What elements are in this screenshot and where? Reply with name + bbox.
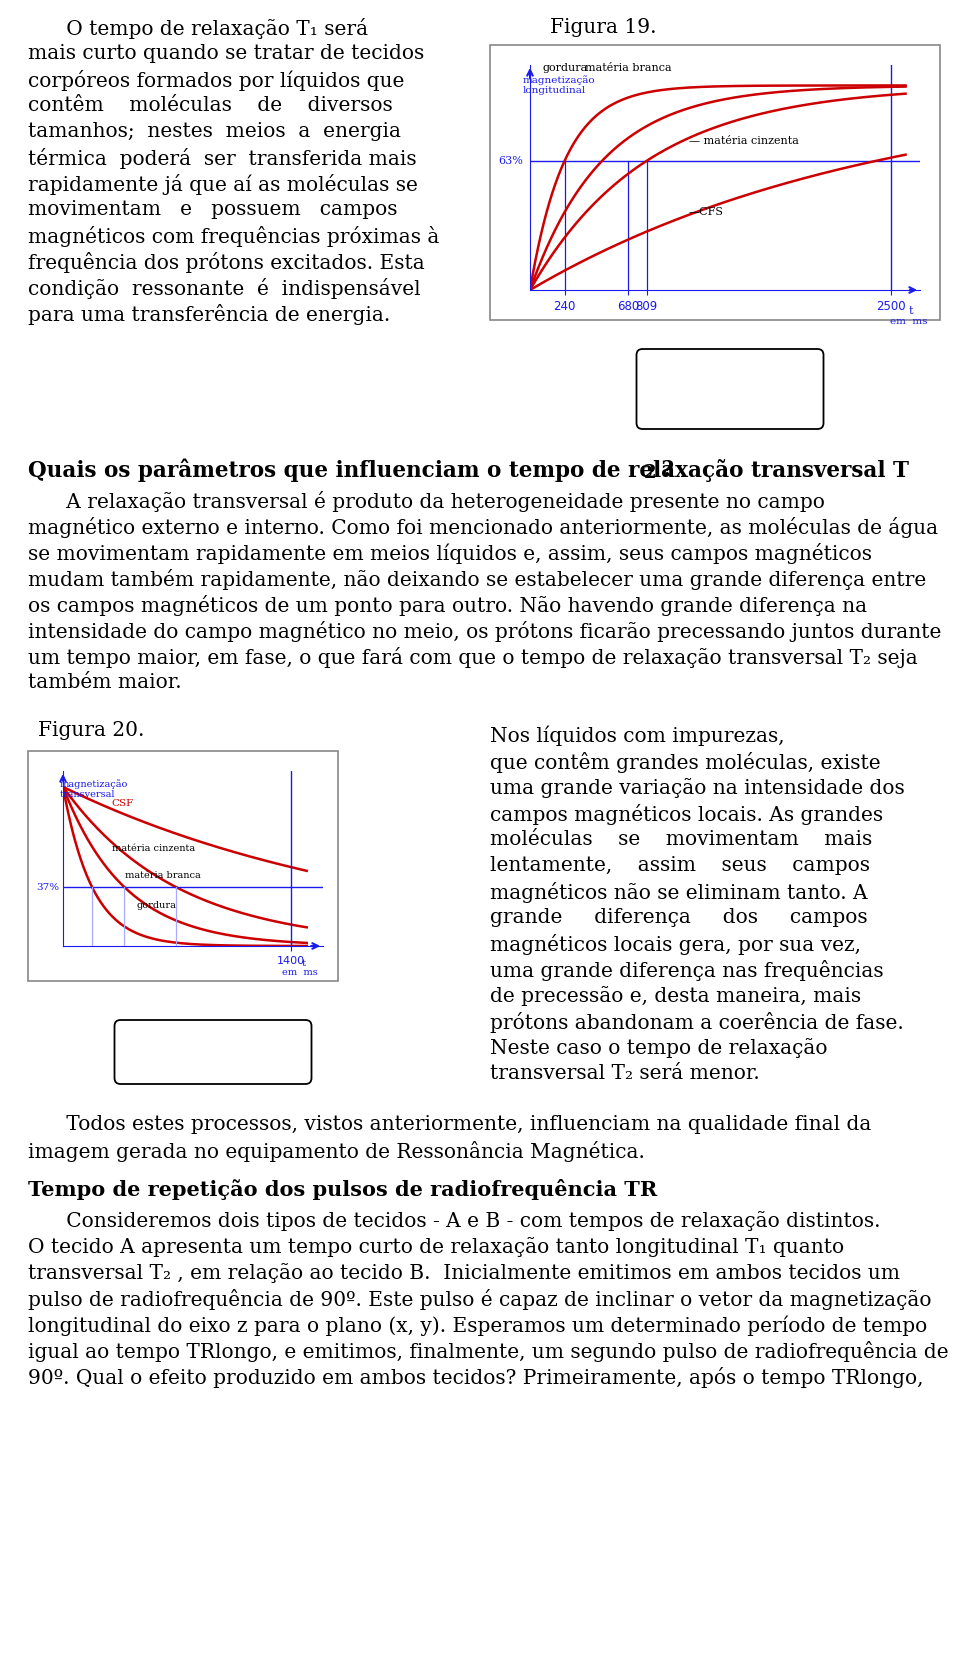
FancyBboxPatch shape [28, 751, 338, 982]
Text: matéria branca: matéria branca [125, 870, 201, 880]
FancyBboxPatch shape [114, 1020, 311, 1085]
Text: também maior.: também maior. [28, 673, 181, 693]
Text: um tempo maior, em fase, o que fará com que o tempo de relaxação transversal T₂ : um tempo maior, em fase, o que fará com … [28, 648, 918, 668]
FancyBboxPatch shape [490, 45, 940, 321]
Text: Todos estes processos, vistos anteriormente, influenciam na qualidade final da: Todos estes processos, vistos anteriorme… [28, 1115, 872, 1134]
Text: —CFS: —CFS [689, 208, 724, 218]
Text: imagem gerada no equipamento de Ressonância Magnética.: imagem gerada no equipamento de Ressonân… [28, 1141, 645, 1163]
Text: Figura 19.: Figura 19. [550, 18, 657, 37]
Text: Nos líquidos com impurezas,: Nos líquidos com impurezas, [490, 726, 784, 746]
Text: Quais os parâmetros que influenciam o tempo de relaxação transversal T: Quais os parâmetros que influenciam o te… [28, 458, 909, 482]
Text: O tempo de relaxação T₁ será: O tempo de relaxação T₁ será [28, 18, 368, 38]
Text: gordura: gordura [136, 900, 176, 910]
Text: magnetização
transversal: magnetização transversal [60, 779, 128, 799]
Text: ?: ? [654, 458, 674, 482]
Text: de precessão e, desta maneira, mais: de precessão e, desta maneira, mais [490, 987, 861, 1007]
Text: 2: 2 [644, 463, 657, 482]
Text: 37%: 37% [36, 882, 60, 892]
Text: tamanhos;  nestes  meios  a  energia: tamanhos; nestes meios a energia [28, 121, 401, 141]
Text: t: t [301, 958, 306, 968]
Text: corpóreos formados por líquidos que: corpóreos formados por líquidos que [28, 70, 404, 91]
Text: moléculas    se    movimentam    mais: moléculas se movimentam mais [490, 830, 873, 849]
Text: intensidade do campo magnético no meio, os prótons ficarão precessando juntos du: intensidade do campo magnético no meio, … [28, 621, 942, 643]
Text: Neste caso o tempo de relaxação: Neste caso o tempo de relaxação [490, 1038, 828, 1058]
FancyBboxPatch shape [636, 349, 824, 429]
Text: matéria branca: matéria branca [585, 63, 672, 73]
Text: movimentam   e   possuem   campos: movimentam e possuem campos [28, 199, 397, 219]
Text: para uma transferência de energia.: para uma transferência de energia. [28, 304, 391, 326]
Text: magnéticos não se eliminam tanto. A: magnéticos não se eliminam tanto. A [490, 882, 868, 904]
Text: térmica  poderá  ser  transferida mais: térmica poderá ser transferida mais [28, 148, 417, 169]
Text: lentamente,    assim    seus    campos: lentamente, assim seus campos [490, 855, 870, 875]
Text: O tecido A apresenta um tempo curto de relaxação tanto longitudinal T₁ quanto: O tecido A apresenta um tempo curto de r… [28, 1237, 844, 1257]
Text: Tempo de repetição dos pulsos de radiofrequência TR: Tempo de repetição dos pulsos de radiofr… [28, 1179, 658, 1199]
Text: uma grande diferença nas frequências: uma grande diferença nas frequências [490, 960, 883, 982]
Text: 63%: 63% [498, 156, 523, 166]
Text: magnéticos locais gera, por sua vez,: magnéticos locais gera, por sua vez, [490, 933, 861, 955]
Text: se movimentam rapidamente em meios líquidos e, assim, seus campos magnéticos: se movimentam rapidamente em meios líqui… [28, 543, 872, 565]
Text: T2  também é específico
para cada tecido: T2 também é específico para cada tecido [132, 1035, 295, 1063]
Text: pulso de radiofrequência de 90º. Este pulso é capaz de inclinar o vetor da magne: pulso de radiofrequência de 90º. Este pu… [28, 1289, 931, 1311]
Text: longitudinal do eixo z para o plano (x, y). Esperamos um determinado período de : longitudinal do eixo z para o plano (x, … [28, 1316, 927, 1335]
Text: em  ms: em ms [890, 317, 927, 326]
Text: rapidamente já que aí as moléculas se: rapidamente já que aí as moléculas se [28, 174, 418, 194]
Text: t: t [908, 306, 913, 316]
Text: uma grande variação na intensidade dos: uma grande variação na intensidade dos [490, 777, 904, 797]
Text: campos magnéticos locais. As grandes: campos magnéticos locais. As grandes [490, 804, 883, 826]
Text: contêm    moléculas    de    diversos: contêm moléculas de diversos [28, 96, 393, 115]
Text: gordura: gordura [542, 63, 588, 73]
Text: CSF: CSF [111, 799, 134, 807]
Text: 90º. Qual o efeito produzido em ambos tecidos? Primeiramente, após o tempo TRlon: 90º. Qual o efeito produzido em ambos te… [28, 1367, 924, 1389]
Text: igual ao tempo TRlongo, e emitimos, finalmente, um segundo pulso de radiofrequên: igual ao tempo TRlongo, e emitimos, fina… [28, 1340, 948, 1362]
Text: em  ms: em ms [282, 968, 318, 977]
Text: transversal T₂ , em relação ao tecido B.  Inicialmente emitimos em ambos tecidos: transversal T₂ , em relação ao tecido B.… [28, 1262, 900, 1282]
Text: frequência dos prótons excitados. Esta: frequência dos prótons excitados. Esta [28, 252, 424, 272]
Text: — matéria cinzenta: — matéria cinzenta [689, 136, 799, 146]
Text: prótons abandonam a coerência de fase.: prótons abandonam a coerência de fase. [490, 1012, 903, 1033]
Text: transversal T₂ será menor.: transversal T₂ será menor. [490, 1065, 759, 1083]
Text: matéria cinzenta: matéria cinzenta [111, 844, 195, 852]
Text: que contêm grandes moléculas, existe: que contêm grandes moléculas, existe [490, 752, 880, 772]
Text: mais curto quando se tratar de tecidos: mais curto quando se tratar de tecidos [28, 43, 424, 63]
Text: magnetização
longitudinal: magnetização longitudinal [523, 75, 595, 95]
Text: magnéticos com frequências próximas à: magnéticos com frequências próximas à [28, 226, 440, 247]
Text: condição  ressonante  é  indispensável: condição ressonante é indispensável [28, 277, 420, 299]
Text: grande     diferença     dos     campos: grande diferença dos campos [490, 909, 868, 927]
Text: A relaxação transversal é produto da heterogeneidade presente no campo: A relaxação transversal é produto da het… [28, 492, 825, 512]
Text: Consideremos dois tipos de tecidos - A e B - com tempos de relaxação distintos.: Consideremos dois tipos de tecidos - A e… [28, 1211, 880, 1231]
Text: T1  varia
de acordo com o tipo
de tecido: T1 varia de acordo com o tipo de tecido [660, 364, 801, 405]
Text: os campos magnéticos de um ponto para outro. Não havendo grande diferença na: os campos magnéticos de um ponto para ou… [28, 595, 867, 616]
Text: mudam também rapidamente, não deixando se estabelecer uma grande diferença entre: mudam também rapidamente, não deixando s… [28, 570, 926, 590]
Text: magnético externo e interno. Como foi mencionado anteriormente, as moléculas de : magnético externo e interno. Como foi me… [28, 517, 938, 538]
Text: Figura 20.: Figura 20. [38, 721, 144, 741]
